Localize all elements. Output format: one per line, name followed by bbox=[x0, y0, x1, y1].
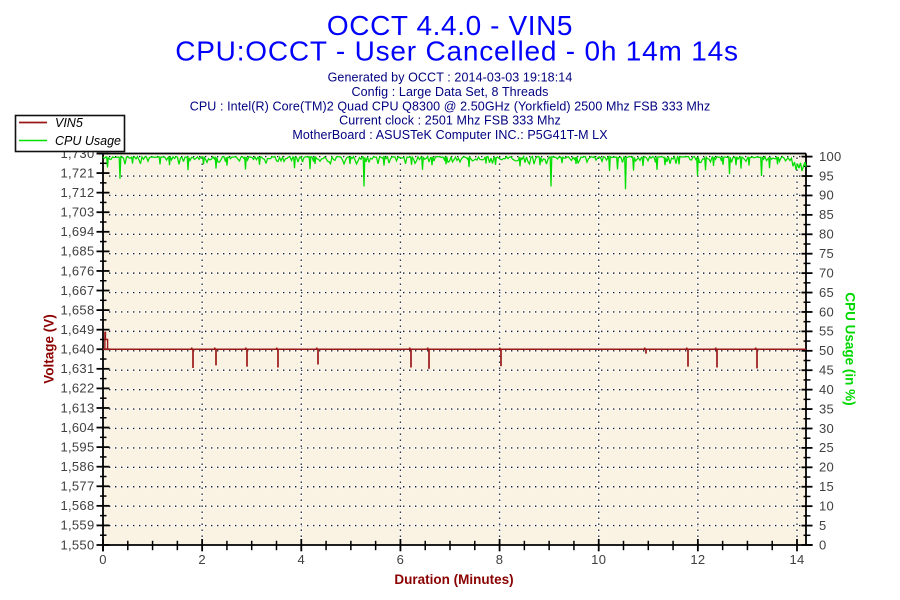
svg-text:1,586: 1,586 bbox=[60, 459, 94, 474]
svg-text:30: 30 bbox=[819, 421, 834, 436]
svg-text:1,658: 1,658 bbox=[60, 302, 94, 317]
svg-text:CPU Usage (in %): CPU Usage (in %) bbox=[843, 292, 858, 405]
svg-text:15: 15 bbox=[819, 479, 834, 494]
svg-text:CPU:OCCT - User Cancelled - 0h: CPU:OCCT - User Cancelled - 0h 14m 14s bbox=[175, 36, 739, 67]
svg-text:14: 14 bbox=[789, 552, 804, 567]
svg-text:60: 60 bbox=[819, 304, 834, 319]
svg-text:VIN5: VIN5 bbox=[55, 116, 83, 130]
svg-text:95: 95 bbox=[819, 168, 834, 183]
svg-text:1,568: 1,568 bbox=[60, 498, 94, 513]
svg-text:6: 6 bbox=[397, 552, 405, 567]
svg-text:45: 45 bbox=[819, 363, 834, 378]
svg-text:4: 4 bbox=[298, 552, 306, 567]
svg-text:50: 50 bbox=[819, 343, 834, 358]
svg-text:65: 65 bbox=[819, 285, 834, 300]
svg-text:1,649: 1,649 bbox=[60, 322, 94, 337]
svg-text:OCCT 4.4.0 - VIN5: OCCT 4.4.0 - VIN5 bbox=[327, 10, 573, 41]
svg-text:1,604: 1,604 bbox=[60, 420, 94, 435]
svg-text:90: 90 bbox=[819, 188, 834, 203]
svg-text:10: 10 bbox=[591, 552, 606, 567]
svg-text:5: 5 bbox=[819, 518, 827, 533]
svg-text:35: 35 bbox=[819, 401, 834, 416]
svg-text:85: 85 bbox=[819, 207, 834, 222]
svg-text:CPU : Intel(R) Core(TM)2 Quad: CPU : Intel(R) Core(TM)2 Quad CPU Q8300 … bbox=[190, 99, 711, 113]
svg-text:1,676: 1,676 bbox=[60, 263, 94, 278]
svg-text:1,712: 1,712 bbox=[60, 185, 94, 200]
svg-text:1,595: 1,595 bbox=[60, 439, 94, 454]
svg-text:1,613: 1,613 bbox=[60, 400, 94, 415]
svg-text:1,622: 1,622 bbox=[60, 381, 94, 396]
svg-text:12: 12 bbox=[690, 552, 705, 567]
svg-text:0: 0 bbox=[99, 552, 107, 567]
svg-text:MotherBoard : ASUSTeK Computer: MotherBoard : ASUSTeK Computer INC.: P5G… bbox=[292, 128, 608, 142]
svg-text:Current clock : 2501 Mhz FSB 3: Current clock : 2501 Mhz FSB 333 Mhz bbox=[339, 114, 561, 128]
svg-text:1,721: 1,721 bbox=[60, 165, 94, 180]
svg-text:8: 8 bbox=[496, 552, 504, 567]
svg-text:80: 80 bbox=[819, 227, 834, 242]
svg-text:55: 55 bbox=[819, 324, 834, 339]
svg-text:2: 2 bbox=[198, 552, 206, 567]
svg-text:20: 20 bbox=[819, 460, 834, 475]
svg-text:1,703: 1,703 bbox=[60, 205, 94, 220]
svg-text:75: 75 bbox=[819, 246, 834, 261]
svg-text:40: 40 bbox=[819, 382, 834, 397]
svg-text:1,667: 1,667 bbox=[60, 283, 94, 298]
svg-text:Duration (Minutes): Duration (Minutes) bbox=[394, 572, 513, 587]
svg-text:Generated by OCCT : 2014-03-03: Generated by OCCT : 2014-03-03 19:18:14 bbox=[328, 70, 573, 84]
svg-text:1,685: 1,685 bbox=[60, 244, 94, 259]
svg-text:1,631: 1,631 bbox=[60, 361, 94, 376]
svg-text:70: 70 bbox=[819, 265, 834, 280]
svg-text:10: 10 bbox=[819, 498, 834, 513]
svg-text:0: 0 bbox=[819, 537, 827, 552]
svg-text:Voltage (V): Voltage (V) bbox=[42, 314, 57, 384]
svg-text:1,640: 1,640 bbox=[60, 342, 94, 357]
svg-text:1,577: 1,577 bbox=[60, 479, 94, 494]
svg-text:1,694: 1,694 bbox=[60, 224, 94, 239]
svg-text:1,550: 1,550 bbox=[60, 537, 94, 552]
svg-text:100: 100 bbox=[819, 149, 842, 164]
svg-text:CPU Usage: CPU Usage bbox=[55, 134, 121, 148]
svg-text:Config : Large Data Set, 8 Thr: Config : Large Data Set, 8 Threads bbox=[351, 85, 548, 99]
svg-text:25: 25 bbox=[819, 440, 834, 455]
svg-text:1,559: 1,559 bbox=[60, 518, 94, 533]
